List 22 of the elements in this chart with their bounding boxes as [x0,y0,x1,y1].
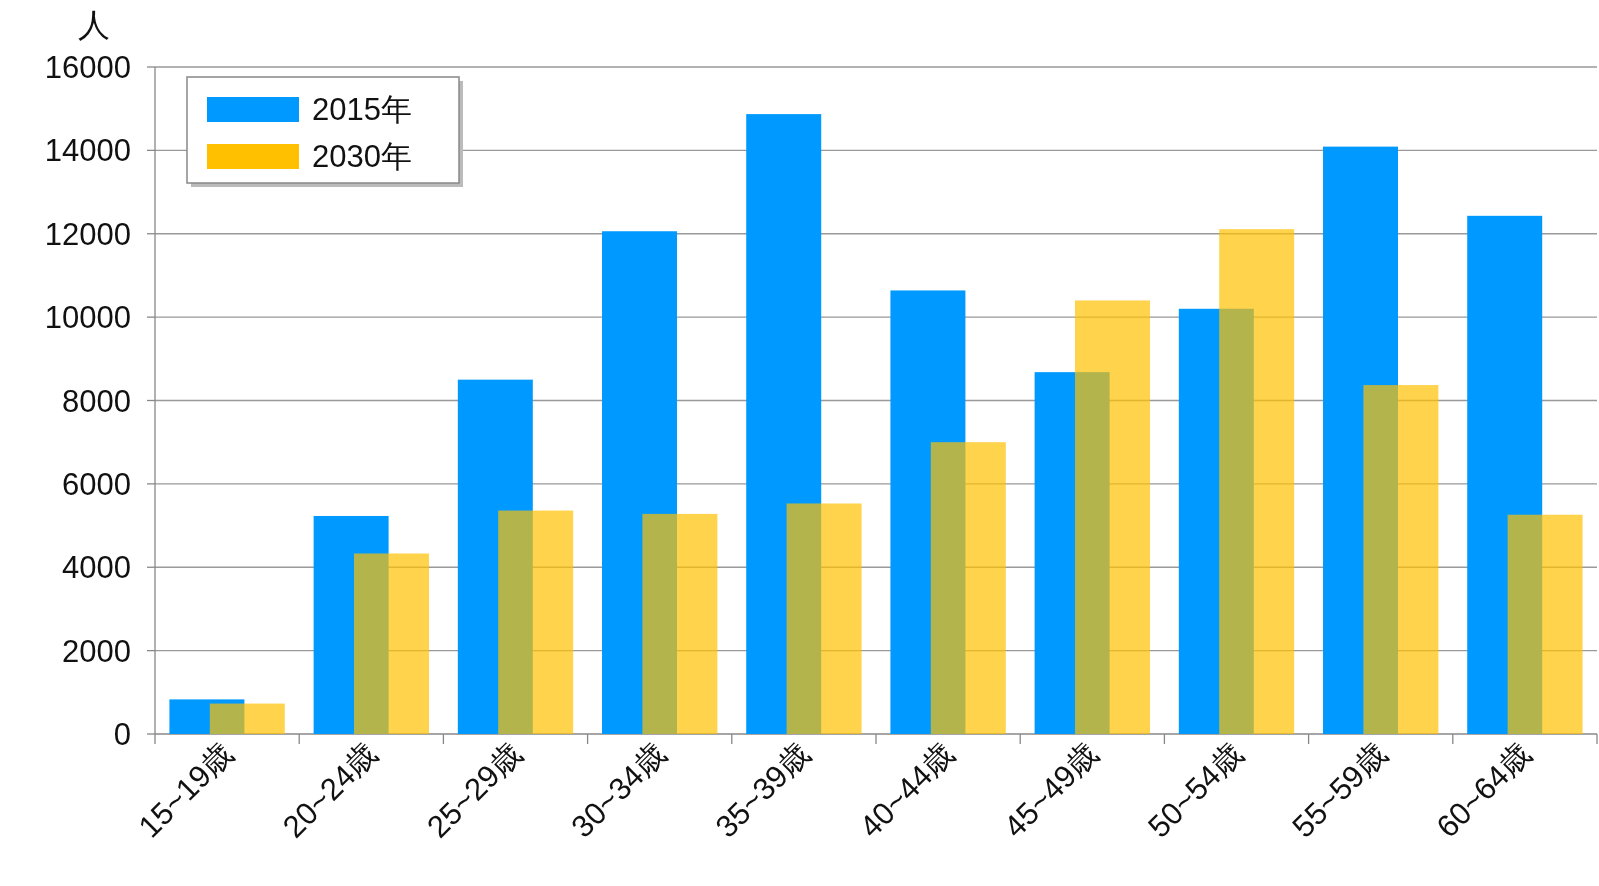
bar [930,442,1006,734]
y-tick-label: 6000 [62,466,131,502]
y-tick-label: 12000 [44,216,131,252]
bar [1075,300,1150,734]
y-tick-label: 16000 [44,50,131,85]
y-axis-title: 人 [78,7,110,43]
y-tick-label: 10000 [44,300,131,336]
y-tick-label: 4000 [62,550,131,586]
bar [498,510,574,734]
legend-label: 2015年 [312,92,412,127]
y-tick-label: 14000 [44,133,131,169]
bar [354,553,429,734]
bar [786,503,862,734]
bar [1219,229,1295,734]
y-tick-label: 0 [113,717,131,752]
bar [642,513,718,734]
y-tick-label: 2000 [62,633,131,669]
bar [1507,514,1583,734]
y-tick-label: 8000 [62,383,131,419]
legend-label: 2030年 [312,139,412,174]
bar [1363,385,1439,734]
bar [209,703,285,734]
